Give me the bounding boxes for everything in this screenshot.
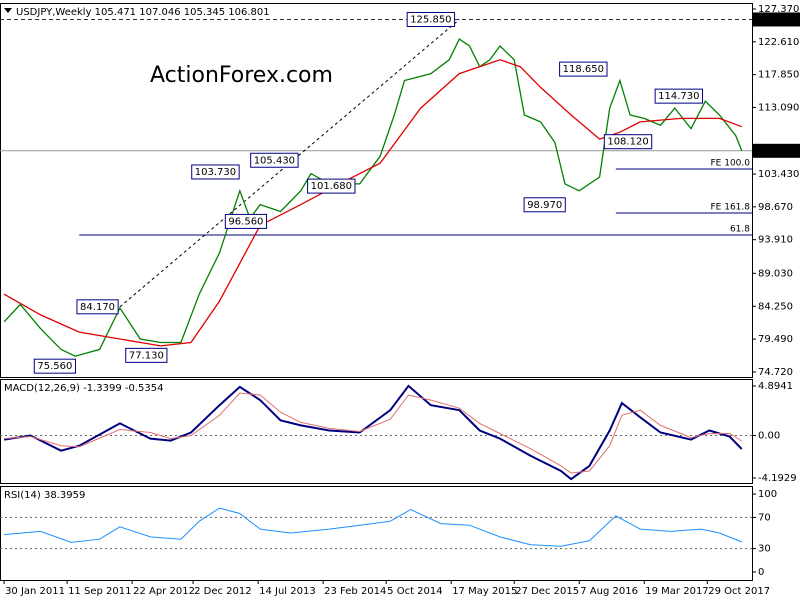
axis-price-label: 125.850 xyxy=(757,14,798,25)
price-label-box xyxy=(654,88,704,104)
y-tick-label: 70 xyxy=(758,512,771,523)
price-label: 77.130 xyxy=(129,350,164,361)
x-tick-label: 11 Sep 2011 xyxy=(68,586,131,597)
y-tick-label: 0.00 xyxy=(758,431,780,442)
price-label: 125.850 xyxy=(410,14,451,25)
panel-title: MACD(12,26,9) -1.3399 -0.5354 xyxy=(4,383,164,394)
price-label: 98.970 xyxy=(527,200,562,211)
price-label: 96.560 xyxy=(228,216,263,227)
x-tick-label: 14 Jul 2013 xyxy=(259,586,316,597)
panel-frame xyxy=(0,3,753,378)
price-label-box xyxy=(125,347,168,363)
price-label-box xyxy=(406,11,456,27)
price-label-box xyxy=(523,197,566,213)
y-tick-label: 74.720 xyxy=(758,367,793,378)
x-tick-label: 22 Apr 2012 xyxy=(133,586,195,597)
x-tick-label: 29 Oct 2017 xyxy=(708,586,770,597)
price-label-box xyxy=(76,299,119,315)
price-label: 84.170 xyxy=(80,302,115,313)
x-tick-label: 5 Oct 2014 xyxy=(387,586,442,597)
x-tick-label: 17 May 2015 xyxy=(452,586,517,597)
y-tick-label: 113.090 xyxy=(758,102,799,113)
x-tick-label: 23 Feb 2014 xyxy=(324,586,386,597)
axis-price-box xyxy=(753,143,800,158)
series-line xyxy=(4,392,743,474)
fib-level-label: FE 161.8 xyxy=(711,202,751,212)
price-label: 114.730 xyxy=(658,91,699,102)
y-tick-label: 122.610 xyxy=(758,37,799,48)
series-line xyxy=(4,507,742,547)
x-tick-label: 7 Aug 2016 xyxy=(580,586,638,597)
series-line xyxy=(3,384,743,481)
price-label-box xyxy=(191,164,240,180)
y-tick-label: 0 xyxy=(758,567,764,578)
price-label: 101.680 xyxy=(311,181,352,192)
axis-price-box xyxy=(753,12,800,27)
axis-price-label: 106.801 xyxy=(757,146,798,157)
y-tick-label: 79.490 xyxy=(758,334,793,345)
panel-title: RSI(14) 38.3959 xyxy=(4,490,85,501)
price-label: 103.730 xyxy=(195,167,236,178)
price-label-box xyxy=(559,61,608,77)
watermark: ActionForex.com xyxy=(150,63,333,88)
y-tick-label: 4.8941 xyxy=(758,381,793,392)
price-label-box xyxy=(33,358,76,374)
x-tick-label: 30 Jan 2011 xyxy=(5,586,65,597)
y-tick-label: -4.1929 xyxy=(758,473,797,484)
y-tick-label: 98.670 xyxy=(758,202,793,213)
series-line xyxy=(3,38,743,357)
title-arrow xyxy=(4,8,12,13)
price-label: 75.560 xyxy=(37,361,72,372)
price-label-box xyxy=(603,134,653,150)
price-label: 108.120 xyxy=(607,137,648,148)
price-label-box xyxy=(250,152,299,168)
x-tick-label: 2 Dec 2012 xyxy=(194,586,252,597)
y-tick-label: 103.430 xyxy=(758,169,799,180)
y-tick-label: 89.030 xyxy=(758,268,793,279)
y-tick-label: 117.850 xyxy=(758,70,799,81)
fib-level-label: FE 100.0 xyxy=(711,159,751,169)
panel-frame xyxy=(0,379,753,484)
panel-frame xyxy=(0,486,753,581)
y-tick-label: 93.910 xyxy=(758,235,793,246)
x-tick-label: 19 Mar 2017 xyxy=(645,586,708,597)
x-tick-label: 27 Dec 2015 xyxy=(515,586,579,597)
fib-level-label: 61.8 xyxy=(730,224,750,234)
y-tick-label: 30 xyxy=(758,544,771,555)
series-line xyxy=(3,59,743,347)
panel-title: USDJPY,Weekly 105.471 107.046 105.345 10… xyxy=(16,7,270,18)
price-label-box xyxy=(224,213,268,229)
y-tick-label: 127.370 xyxy=(758,4,799,15)
y-tick-label: 84.250 xyxy=(758,301,793,312)
price-label: 118.650 xyxy=(563,64,604,75)
price-label: 105.430 xyxy=(254,155,295,166)
y-tick-label: 100 xyxy=(758,489,777,500)
price-label-box xyxy=(307,178,356,194)
